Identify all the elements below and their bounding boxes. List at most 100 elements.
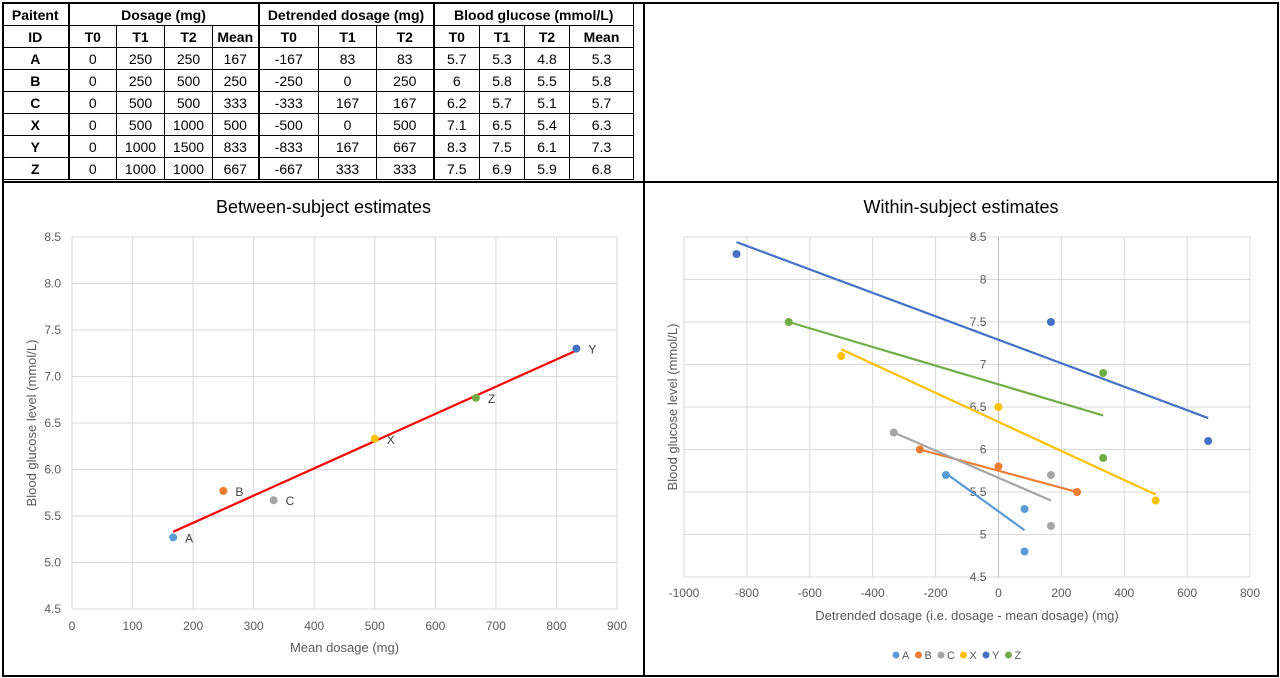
subheader-cell: T1 (318, 25, 377, 48)
header-group-detrended: Detrended dosage (mg) (257, 3, 434, 26)
table-cell: 500 (164, 69, 213, 92)
subheader-cell: T2 (524, 25, 570, 48)
patient-id-cell: Y (2, 135, 69, 158)
patient-id-cell: Z (2, 157, 69, 180)
table-row: Y 0 1000 1500 833 -833 167 667 8.3 7.5 6.1 7.3 (2, 135, 634, 158)
table-cell: -833 (257, 135, 319, 158)
table-cell: 0 (67, 91, 117, 114)
table-cell: 667 (376, 135, 434, 158)
left-chart-panel (2, 181, 645, 677)
table-cell: 167 (318, 135, 377, 158)
patient-id-cell: X (2, 113, 69, 136)
table-cell: 5.8 (569, 69, 634, 92)
table-row: B 0 250 500 250 -250 0 250 6 5.8 5.5 5.8 (2, 69, 634, 92)
patient-id-cell: C (2, 91, 69, 114)
table-cell: -250 (257, 69, 319, 92)
table-cell: 250 (116, 69, 165, 92)
patient-id-cell: B (2, 69, 69, 92)
table-row: Z 0 1000 1000 667 -667 333 333 7.5 6.9 5.9 6.8 (2, 157, 634, 180)
table-cell: 6.9 (479, 157, 525, 180)
table-cell: 1000 (164, 113, 213, 136)
table-cell: 7.1 (432, 113, 480, 136)
table-cell: 333 (318, 157, 377, 180)
table-cell: 0 (67, 47, 117, 70)
table-cell: 667 (212, 157, 259, 180)
table-cell: 250 (212, 69, 259, 92)
subheader-cell: T0 (432, 25, 480, 48)
subheader-cell: Mean (569, 25, 634, 48)
table-cell: 5.9 (524, 157, 570, 180)
table-cell: 500 (164, 91, 213, 114)
table-cell: 6.5 (479, 113, 525, 136)
patient-id-cell: A (2, 47, 69, 70)
table-row: A 0 250 250 167 -167 83 83 5.7 5.3 4.8 5.3 (2, 47, 634, 70)
table-cell: 250 (116, 47, 165, 70)
table-cell: 5.7 (432, 47, 480, 70)
top-right-empty-panel (643, 2, 1279, 183)
table-cell: 6.3 (569, 113, 634, 136)
subheader-cell: T0 (67, 25, 117, 48)
table-cell: 7.3 (569, 135, 634, 158)
table-cell: 5.5 (524, 69, 570, 92)
table-cell: 0 (318, 69, 377, 92)
table-cell: -167 (257, 47, 319, 70)
table-cell: -333 (257, 91, 319, 114)
table-cell: 167 (318, 91, 377, 114)
table-cell: 6.2 (432, 91, 480, 114)
table-cell: 250 (164, 47, 213, 70)
table-cell: 167 (376, 91, 434, 114)
table-cell: 5.3 (479, 47, 525, 70)
table-cell: 167 (212, 47, 259, 70)
table-cell: 500 (376, 113, 434, 136)
subheader-cell: Mean (212, 25, 259, 48)
table-cell: 83 (318, 47, 377, 70)
header-group-dosage: Dosage (mg) (67, 3, 259, 26)
table-cell: 7.5 (479, 135, 525, 158)
table-header-row-1: Paitent Dosage (mg) Detrended dosage (mg… (2, 3, 634, 26)
table-cell: 7.5 (432, 157, 480, 180)
table-cell: 1000 (164, 157, 213, 180)
table-cell: 5.4 (524, 113, 570, 136)
table-cell: 0 (318, 113, 377, 136)
table-cell: 8.3 (432, 135, 480, 158)
table-row: C 0 500 500 333 -333 167 167 6.2 5.7 5.1 5.7 (2, 91, 634, 114)
table-cell: 0 (67, 157, 117, 180)
table-cell: 1000 (116, 135, 165, 158)
table-header-row-2: ID T0 T1 T2 Mean T0 T1 T2 T0 T1 T2 Mean (2, 25, 634, 48)
table-cell: 333 (376, 157, 434, 180)
header-patient-id-line2: ID (2, 25, 69, 48)
table-cell: 6 (432, 69, 480, 92)
table-cell: 1500 (164, 135, 213, 158)
subheader-cell: T1 (116, 25, 165, 48)
table-cell: 0 (67, 135, 117, 158)
table-body: A 0 250 250 167 -167 83 83 5.7 5.3 4.8 5.3 B 0 250 500 2… (2, 47, 634, 180)
table-cell: 5.7 (479, 91, 525, 114)
subheader-cell: T0 (257, 25, 319, 48)
table-cell: 5.8 (479, 69, 525, 92)
table-row: X 0 500 1000 500 -500 0 500 7.1 6.5 5.4 6.3 (2, 113, 634, 136)
subheader-cell: T2 (376, 25, 434, 48)
subheader-cell: T2 (164, 25, 213, 48)
table-cell: 6.8 (569, 157, 634, 180)
table-cell: 83 (376, 47, 434, 70)
left-chart-title: Between-subject estimates (215, 197, 432, 217)
table-cell: 5.1 (524, 91, 570, 114)
table-cell: 0 (67, 113, 117, 136)
table-cell: 0 (67, 69, 117, 92)
subheader-cell: T1 (479, 25, 525, 48)
table-cell: 6.1 (524, 135, 570, 158)
table-cell: 500 (116, 91, 165, 114)
right-chart-panel (643, 181, 1279, 677)
header-group-glucose: Blood glucose (mmol/L) (432, 3, 634, 26)
table-cell: 500 (116, 113, 165, 136)
table-cell: 250 (376, 69, 434, 92)
table-cell: 1000 (116, 157, 165, 180)
table-cell: -667 (257, 157, 319, 180)
table-cell: 333 (212, 91, 259, 114)
table-cell: -500 (257, 113, 319, 136)
data-table: Paitent Dosage (mg) Detrended dosage (mg… (2, 3, 634, 180)
table-cell: 4.8 (524, 47, 570, 70)
table-cell: 5.7 (569, 91, 634, 114)
right-chart-title: Within-subject estimates (863, 197, 1059, 217)
table-cell: 5.3 (569, 47, 634, 70)
